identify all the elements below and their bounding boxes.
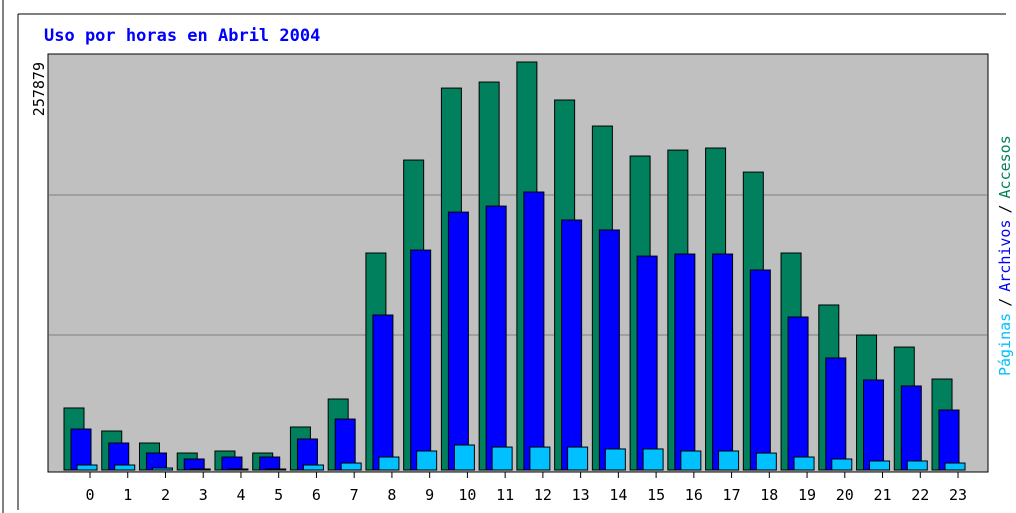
x-tick-label: 4 (236, 486, 245, 504)
bar (718, 450, 740, 471)
bar (70, 428, 92, 471)
bar (221, 456, 243, 471)
y-tick-label: 257879 (30, 62, 48, 116)
bar (793, 456, 815, 471)
legend: Páginas / Archivos / Accesos (996, 135, 1014, 376)
x-tick-label: 10 (458, 486, 476, 504)
bar (340, 462, 362, 471)
bar (265, 468, 287, 471)
x-tick-label: 20 (836, 486, 854, 504)
bar (831, 458, 853, 471)
x-tick-label: 17 (723, 486, 741, 504)
bar (642, 448, 664, 471)
bar (372, 314, 394, 471)
bar (523, 191, 545, 471)
bar (114, 464, 136, 471)
x-tick-label: 15 (647, 486, 665, 504)
bar (151, 467, 173, 471)
bar (787, 316, 809, 471)
x-tick-label: 7 (350, 486, 359, 504)
bar (302, 464, 324, 471)
chart-title: Uso por horas en Abril 2004 (44, 26, 320, 46)
bar (145, 452, 167, 471)
bar (227, 468, 249, 471)
bar (604, 448, 626, 471)
bar (410, 249, 432, 471)
x-tick-label: 16 (685, 486, 703, 504)
x-tick-label: 6 (312, 486, 321, 504)
bar (944, 462, 966, 471)
bar (378, 456, 400, 471)
bar (561, 219, 583, 471)
x-tick-label: 22 (911, 486, 929, 504)
x-tick-label: 9 (425, 486, 434, 504)
bar (863, 379, 885, 471)
bar (567, 446, 589, 471)
x-tick-label: 14 (609, 486, 627, 504)
x-tick-label: 1 (123, 486, 132, 504)
x-tick-label: 5 (274, 486, 283, 504)
bar (453, 444, 475, 471)
bar (900, 385, 922, 471)
bar (825, 357, 847, 471)
bar (712, 253, 734, 471)
x-tick-label: 18 (760, 486, 778, 504)
bar (938, 409, 960, 471)
bar (485, 205, 507, 471)
x-tick-label: 11 (496, 486, 514, 504)
bar (680, 450, 702, 471)
bar (491, 446, 513, 471)
legend-entry: Accesos (996, 135, 1014, 198)
x-tick-label: 8 (387, 486, 396, 504)
legend-separator: / (996, 298, 1014, 307)
x-tick-label: 12 (534, 486, 552, 504)
legend-separator: / (996, 204, 1014, 213)
x-tick-label: 13 (572, 486, 590, 504)
x-tick-label: 19 (798, 486, 816, 504)
bar (189, 468, 211, 471)
bar (906, 460, 928, 471)
x-tick-label: 2 (161, 486, 170, 504)
bar (674, 253, 696, 471)
legend-entry: Páginas (996, 313, 1014, 376)
bar (259, 456, 281, 471)
bar (529, 446, 551, 471)
x-tick-label: 0 (85, 486, 94, 504)
bar (869, 460, 891, 471)
x-tick-label: 23 (949, 486, 967, 504)
bar (749, 269, 771, 471)
bar (636, 255, 658, 471)
bar (416, 450, 438, 471)
bar (755, 452, 777, 471)
x-tick-label: 21 (874, 486, 892, 504)
bar (334, 418, 356, 471)
x-tick-label: 3 (199, 486, 208, 504)
bar (76, 464, 98, 471)
bar (598, 229, 620, 471)
bar (183, 458, 205, 471)
legend-entry: Archivos (996, 220, 1014, 292)
bar (447, 211, 469, 471)
